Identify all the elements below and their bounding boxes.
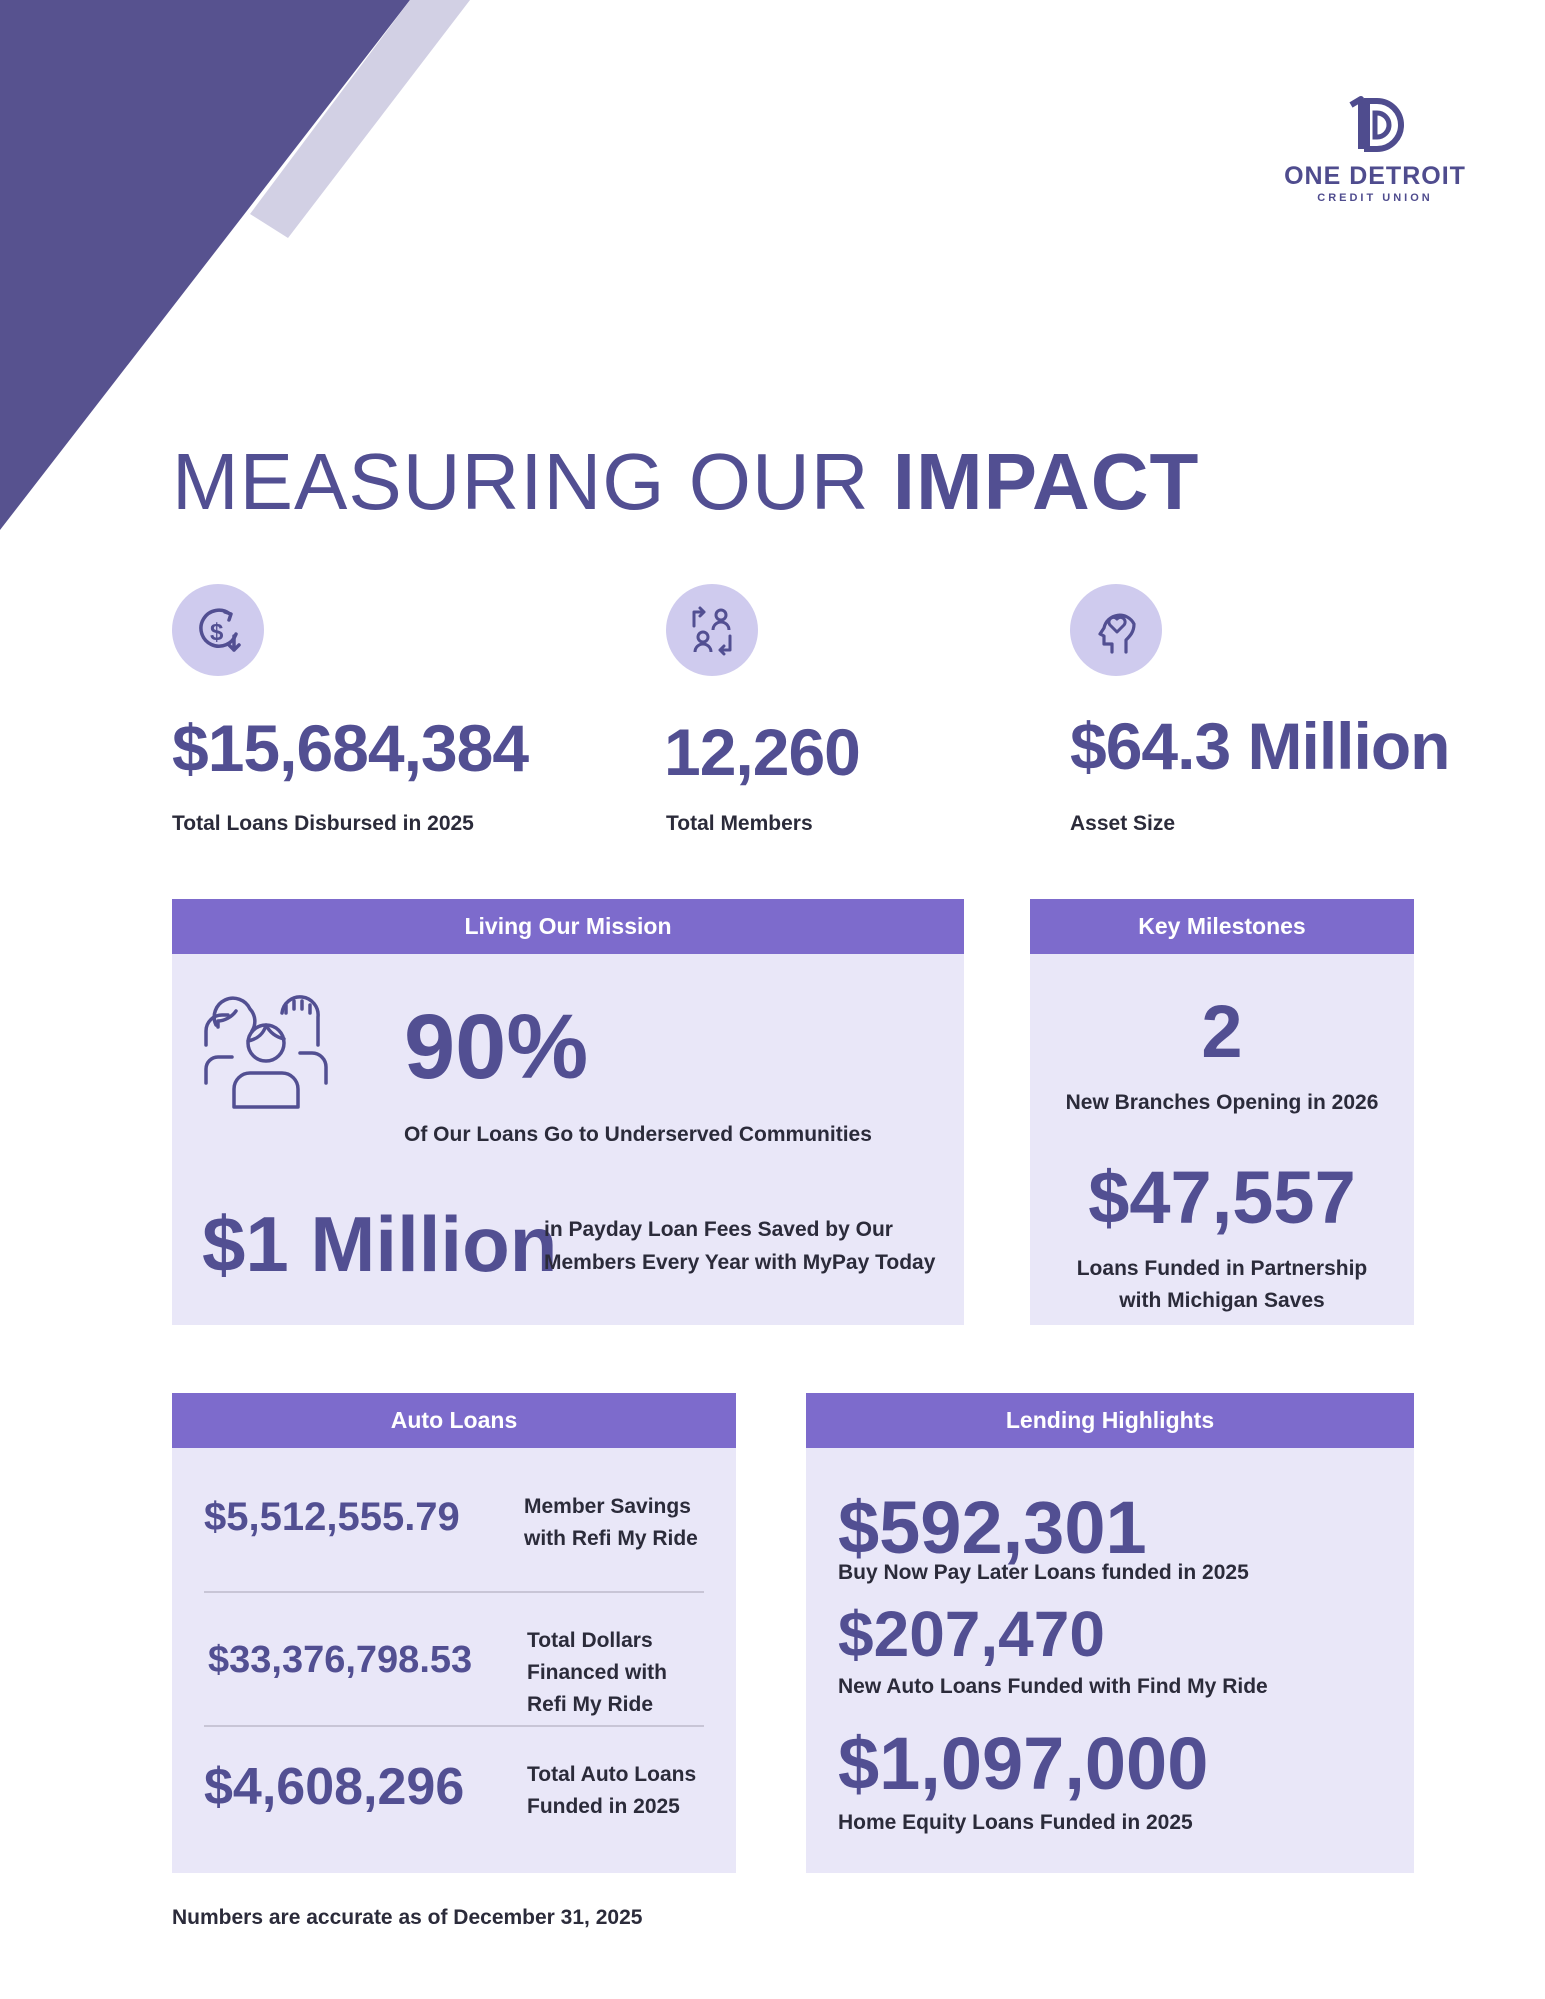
title-bold: IMPACT (892, 437, 1200, 526)
auto-label-savings: Member Savings with Refi My Ride (524, 1491, 698, 1555)
auto-label-savings-line-1: Member Savings (524, 1495, 691, 1518)
corner-decoration (0, 0, 470, 530)
auto-label-funded-line-2: Funded in 2025 (527, 1795, 680, 1818)
mission-million-label-line-1: in Payday Loan Fees Saved by Our (544, 1218, 893, 1241)
stat-label-loans: Total Loans Disbursed in 2025 (172, 812, 474, 835)
auto-label-financed-line-3: Refi My Ride (527, 1693, 654, 1716)
lending-heading: Lending Highlights (806, 1393, 1414, 1448)
mission-panel: Living Our Mission 90% Of Our Loans Go t… (172, 899, 964, 1325)
lending-panel: Lending Highlights $592,301 Buy Now Pay … (806, 1393, 1414, 1873)
lending-label-bnpl: Buy Now Pay Later Loans funded in 2025 (838, 1561, 1249, 1584)
mission-million-label: in Payday Loan Fees Saved by Our Members… (544, 1213, 935, 1279)
milestones-panel: Key Milestones 2 New Branches Opening in… (1030, 899, 1414, 1325)
auto-label-funded: Total Auto Loans Funded in 2025 (527, 1759, 696, 1823)
page-title: MEASURING OUR IMPACT (172, 436, 1199, 528)
mission-million-label-line-2: Members Every Year with MyPay Today (544, 1251, 936, 1274)
auto-loans-heading: Auto Loans (172, 1393, 736, 1448)
lending-value-bnpl: $592,301 (838, 1486, 1147, 1569)
logo-subtitle: CREDIT UNION (1317, 192, 1433, 204)
auto-divider-1 (204, 1591, 704, 1593)
milestones-funded-label-line-1: Loans Funded in Partnership (1076, 1257, 1368, 1280)
auto-label-financed-line-2: Financed with (527, 1661, 668, 1684)
corner-stripe (250, 0, 470, 238)
footnote: Numbers are accurate as of December 31, … (172, 1906, 643, 1929)
heart-mind-icon (1070, 584, 1162, 676)
brand-logo: ONE DETROIT CREDIT UNION (1270, 95, 1480, 204)
auto-label-savings-line-2: with Refi My Ride (524, 1527, 698, 1550)
stat-label-members: Total Members (666, 812, 813, 835)
stat-value-members: 12,260 (664, 715, 861, 789)
corner-triangle (0, 0, 410, 530)
logo-name: ONE DETROIT (1284, 162, 1466, 190)
milestones-branches: 2 (1201, 990, 1243, 1073)
auto-label-funded-line-1: Total Auto Loans (527, 1763, 697, 1786)
milestones-funded-label-line-2: with Michigan Saves (1119, 1289, 1325, 1312)
lending-label-home: Home Equity Loans Funded in 2025 (838, 1811, 1193, 1834)
milestones-funded: $47,557 (1088, 1156, 1356, 1239)
mission-percent: 90% (404, 996, 589, 1098)
community-people-icon (202, 991, 330, 1114)
mission-heading: Living Our Mission (172, 899, 964, 954)
auto-loans-panel: Auto Loans $5,512,555.79 Member Savings … (172, 1393, 736, 1873)
members-exchange-icon (666, 584, 758, 676)
one-detroit-logo-icon (1349, 96, 1404, 152)
stat-value-assets: $64.3 Million (1070, 709, 1450, 783)
stat-value-loans: $15,684,384 (172, 711, 529, 785)
milestones-funded-label: Loans Funded in Partnership with Michiga… (1030, 1253, 1414, 1317)
milestones-branches-label: New Branches Opening in 2026 (1065, 1091, 1379, 1114)
title-light: MEASURING OUR (172, 437, 893, 526)
svg-text:$: $ (210, 619, 224, 646)
lending-label-auto: New Auto Loans Funded with Find My Ride (838, 1675, 1268, 1698)
auto-value-savings: $5,512,555.79 (204, 1495, 460, 1539)
auto-value-funded: $4,608,296 (204, 1758, 465, 1816)
dollar-return-icon: $ (172, 584, 264, 676)
milestones-heading: Key Milestones (1030, 899, 1414, 954)
auto-divider-2 (204, 1725, 704, 1727)
auto-label-financed-line-1: Total Dollars (527, 1629, 653, 1652)
mission-million: $1 Million (202, 1200, 558, 1288)
mission-percent-label: Of Our Loans Go to Underserved Communiti… (404, 1123, 872, 1146)
lending-value-home: $1,097,000 (838, 1722, 1209, 1805)
stat-label-assets: Asset Size (1070, 812, 1176, 835)
lending-value-auto: $207,470 (838, 1598, 1105, 1670)
auto-label-financed: Total Dollars Financed with Refi My Ride (527, 1625, 667, 1721)
auto-value-financed: $33,376,798.53 (208, 1639, 473, 1681)
